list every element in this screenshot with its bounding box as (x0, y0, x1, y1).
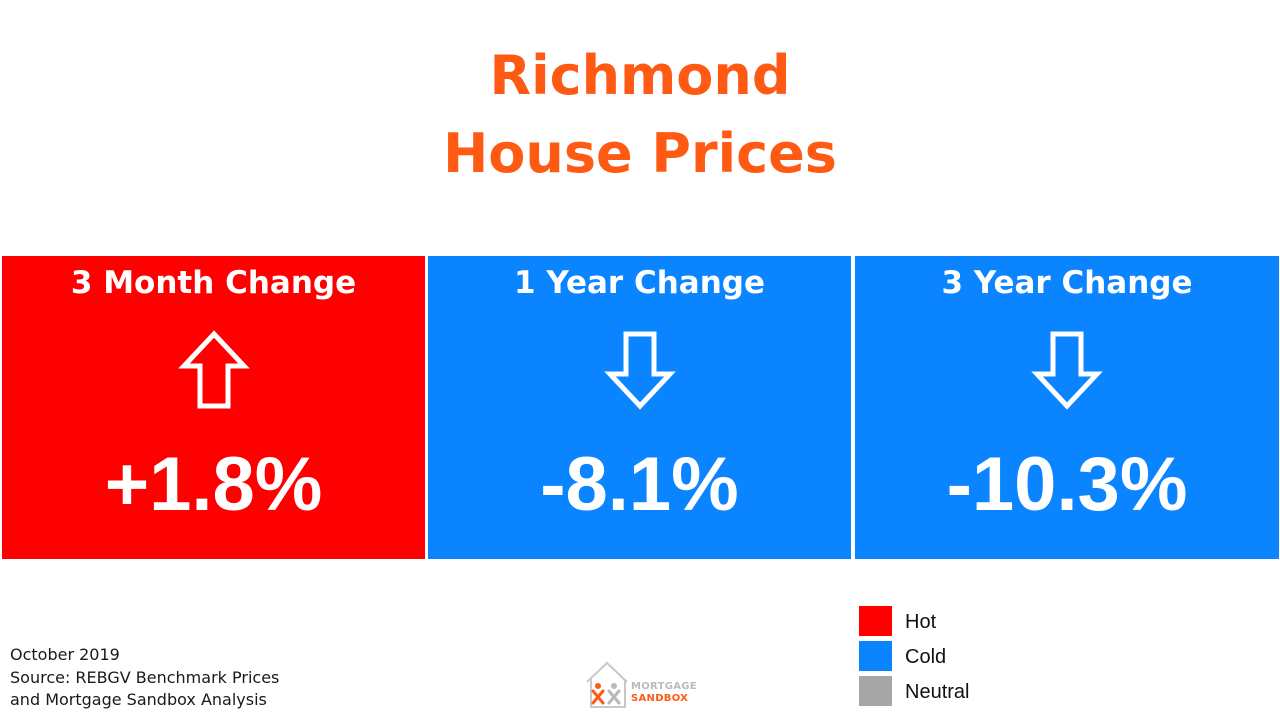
legend-swatch-cold (859, 641, 892, 671)
footnote-source-line-2: and Mortgage Sandbox Analysis (10, 690, 267, 709)
down-arrow-icon (1031, 331, 1103, 410)
panel-value: -8.1% (540, 442, 739, 527)
source-footnote: October 2019 Source: REBGV Benchmark Pri… (10, 644, 279, 712)
panel-title: 1 Year Change (513, 265, 765, 301)
panel-title: 3 Year Change (941, 265, 1193, 301)
panel-value: -10.3% (946, 442, 1188, 527)
panel-3-year-change: 3 Year Change -10.3% (855, 256, 1279, 559)
panel-value: +1.8% (104, 442, 323, 527)
panel-1-year-change: 1 Year Change -8.1% (428, 256, 851, 559)
legend-swatch-neutral (859, 676, 892, 706)
down-arrow-icon (603, 331, 676, 410)
house-logo-icon (586, 661, 628, 708)
legend-swatch-hot (859, 606, 892, 636)
page-title-line-1: Richmond (489, 44, 791, 107)
mortgage-sandbox-logo: MORTGAGE SANDBOX (584, 660, 704, 710)
legend-label-neutral: Neutral (905, 681, 970, 703)
logo-text-sandbox: SANDBOX (631, 693, 689, 704)
footnote-source-line-1: Source: REBGV Benchmark Prices (10, 667, 280, 687)
legend-label-cold: Cold (905, 646, 947, 668)
panel-title: 3 Month Change (70, 265, 357, 301)
footnote-date: October 2019 (10, 645, 120, 664)
page-title-line-2: House Prices (443, 122, 837, 185)
panel-3-month-change: 3 Month Change +1.8% (2, 256, 425, 559)
logo-text-mortgage: MORTGAGE (631, 681, 697, 692)
legend-label-hot: Hot (905, 611, 937, 633)
up-arrow-icon (177, 330, 250, 409)
